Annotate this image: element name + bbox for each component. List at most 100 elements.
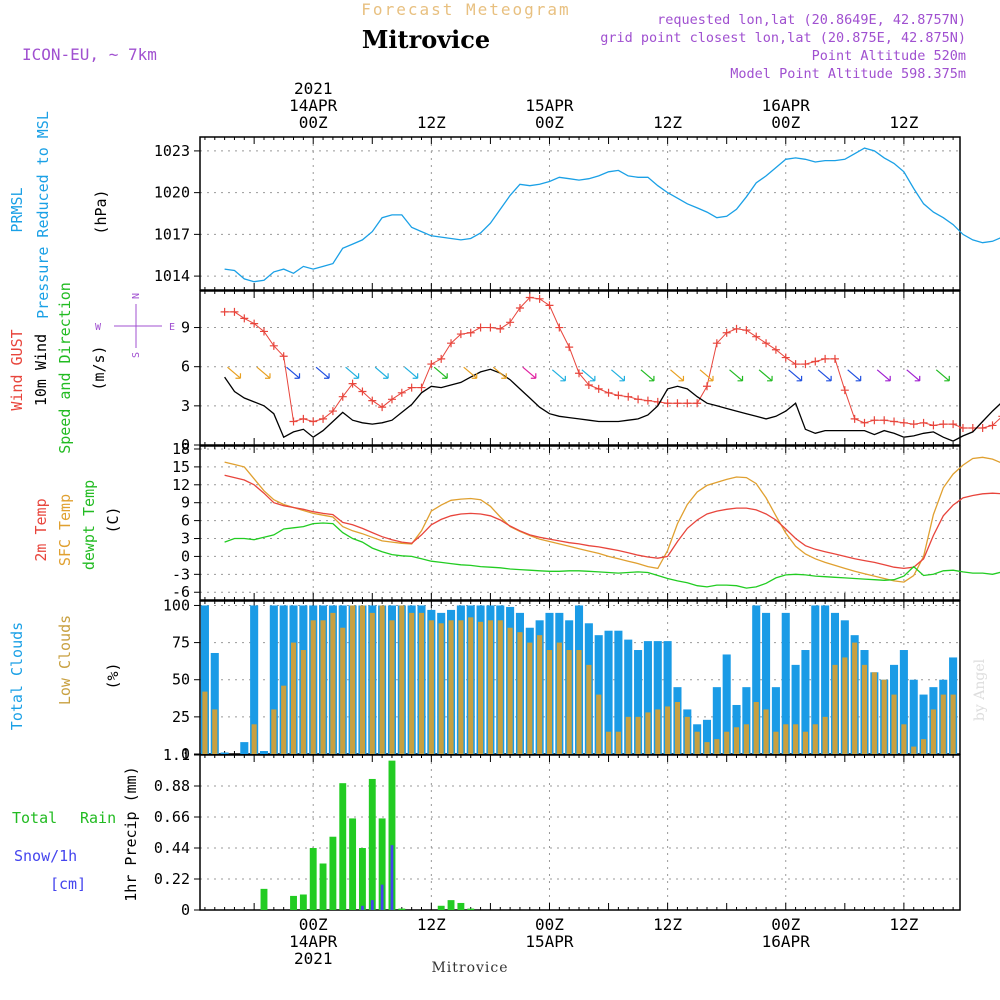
- low-cloud-bar: [468, 617, 473, 754]
- low-cloud-bar: [527, 643, 532, 754]
- gust-marker: [910, 420, 918, 428]
- low-cloud-bar: [891, 695, 896, 754]
- gust-marker: [536, 295, 544, 303]
- gust-marker: [486, 324, 494, 332]
- credit-watermark: by Angel: [972, 658, 988, 721]
- low-cloud-bar: [921, 739, 926, 754]
- snow-bar: [391, 845, 394, 910]
- rain-bar: [359, 848, 366, 910]
- model-altitude: Model Point Altitude 598.375m: [730, 66, 966, 82]
- gust-marker: [614, 391, 622, 399]
- bottom-axis-label: 16APR: [762, 932, 811, 951]
- low-cloud-bar: [744, 724, 749, 754]
- wind-direction-arrow: [405, 367, 418, 378]
- temperature-ytick-label: 9: [181, 494, 190, 512]
- wind-ytick-label: 3: [181, 397, 190, 415]
- gust-marker: [408, 384, 416, 392]
- snow-unit-label: [cm]: [50, 875, 86, 893]
- low-cloud-bar: [202, 692, 207, 754]
- pct-unit-label: (%): [104, 662, 122, 689]
- low-cloud-bar: [488, 620, 493, 754]
- location-title: Mitrovice: [362, 25, 490, 54]
- low-cloud-bar: [803, 732, 808, 754]
- low-cloud-bar: [380, 605, 385, 754]
- low-cloud-bar: [576, 650, 581, 754]
- total-cloud-bar: [260, 751, 268, 754]
- low-cloud-bar: [872, 672, 877, 754]
- hpa-unit-label: (hPa): [92, 189, 110, 234]
- gust-marker: [290, 418, 298, 426]
- temperature-ytick-label: 6: [181, 512, 190, 530]
- low-cloud-bar: [399, 605, 404, 754]
- pressure-ytick-label: 1014: [154, 267, 190, 285]
- low-cloud-bar: [567, 650, 572, 754]
- bottom-axis-label: 12Z: [417, 915, 446, 934]
- t2m-line: [225, 475, 1000, 568]
- gust-marker: [752, 333, 760, 341]
- low-cloud-bar: [448, 620, 453, 754]
- footer-location: Mitrovice: [431, 960, 508, 976]
- gust-marker: [299, 415, 307, 423]
- gust-marker: [880, 416, 888, 424]
- low-cloud-bar: [330, 613, 335, 754]
- meteogram: Forecast Meteogram Mitrovice ICON-EU, ~ …: [0, 0, 1000, 1000]
- low-cloud-bar: [626, 717, 631, 754]
- low-cloud-bar: [842, 657, 847, 754]
- gust-marker: [496, 325, 504, 333]
- gust-marker: [703, 382, 711, 390]
- wind-gust-label: Wind GUST: [8, 329, 26, 410]
- gust-marker: [821, 355, 829, 363]
- low-cloud-bar: [714, 739, 719, 754]
- precip-ytick-label: 0: [181, 901, 190, 919]
- low-cloud-bar: [586, 665, 591, 754]
- low-cloud-bar: [911, 747, 916, 754]
- pressure-ytick-label: 1023: [154, 142, 190, 160]
- low-cloud-bar: [301, 650, 306, 754]
- low-cloud-bar: [537, 635, 542, 754]
- temperature-ytick-label: 12: [172, 476, 190, 494]
- precip-panel-labels: Total Rain Snow/1h [cm] 1hr Precip (mm): [12, 766, 140, 901]
- bottom-axis-label: 2021: [294, 949, 333, 968]
- point-altitude: Point Altitude 520m: [812, 48, 966, 64]
- clouds-ytick-label: 50: [172, 671, 190, 689]
- gust-marker: [605, 389, 613, 397]
- low-cloud-bar: [695, 732, 700, 754]
- low-cloud-bar: [852, 643, 857, 754]
- pressure-ytick-label: 1020: [154, 184, 190, 202]
- low-cloud-bar: [439, 623, 444, 754]
- gust-marker: [929, 421, 937, 429]
- wind-direction-arrow: [287, 367, 300, 378]
- compass-s: S: [131, 352, 142, 358]
- gust-marker: [841, 386, 849, 394]
- gust-marker: [693, 399, 701, 407]
- gust-marker: [427, 360, 435, 368]
- gust-marker: [920, 419, 928, 427]
- gust-marker: [240, 314, 248, 322]
- temp-panel-labels: 2m Temp SFC Temp dewpt Temp (C): [32, 480, 122, 570]
- precip-panel: 0 0.22 0.44 0.66 0.88 1.1: [154, 746, 960, 919]
- wind-direction-arrow: [759, 370, 772, 381]
- prmsl-desc-label: Pressure Reduced to MSL: [34, 111, 52, 319]
- low-cloud-bar: [793, 724, 798, 754]
- low-cloud-bar: [370, 613, 375, 754]
- plot-layer: 10141017102010230369-6-30369121518025507…: [154, 79, 1000, 968]
- low-cloud-bar: [941, 695, 946, 754]
- rain-bar: [438, 906, 445, 910]
- compass-n: N: [131, 293, 142, 299]
- model-label: ICON-EU, ~ 7km: [22, 45, 157, 64]
- wind-direction-arrow: [670, 370, 683, 381]
- wind-direction-arrow: [818, 370, 831, 381]
- compass-w: W: [95, 322, 102, 333]
- low-cloud-bar: [823, 717, 828, 754]
- top-axis-label: 12Z: [653, 113, 682, 132]
- low-cloud-bar: [724, 732, 729, 754]
- gust-marker: [398, 389, 406, 397]
- prmsl-line: [225, 148, 1000, 282]
- top-axis-label: 00Z: [535, 113, 564, 132]
- low-cloud-bar: [636, 717, 641, 754]
- low-cloud-bar: [547, 650, 552, 754]
- low-cloud-bar: [409, 613, 414, 754]
- wind-direction-arrow: [375, 367, 388, 378]
- wind-direction-arrow: [936, 370, 949, 381]
- total-cloud-bar: [910, 680, 918, 754]
